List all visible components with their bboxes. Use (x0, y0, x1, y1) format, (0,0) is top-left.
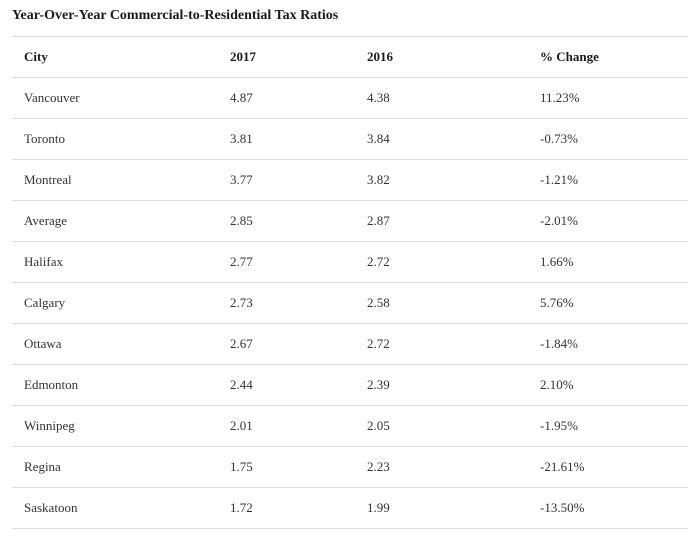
table-row: Montreal 3.77 3.82 -1.21% (12, 159, 688, 201)
cell-2016: 2.87 (355, 200, 528, 242)
cell-city: Average (12, 200, 218, 242)
header-city: City (12, 36, 218, 78)
cell-percent-change: -21.61% (528, 446, 688, 488)
cell-2017: 2.85 (218, 200, 355, 242)
header-2017: 2017 (218, 36, 355, 78)
cell-2017: 1.75 (218, 446, 355, 488)
header-2016: 2016 (355, 36, 528, 78)
cell-city: Saskatoon (12, 487, 218, 529)
cell-city: Toronto (12, 118, 218, 160)
cell-percent-change: 5.76% (528, 282, 688, 324)
cell-2017: 3.81 (218, 118, 355, 160)
table-row: Halifax 2.77 2.72 1.66% (12, 241, 688, 283)
table-row: Vancouver 4.87 4.38 11.23% (12, 77, 688, 119)
cell-percent-change: -13.50% (528, 487, 688, 529)
tax-ratio-table: City 2017 2016 % Change Vancouver 4.87 4… (12, 36, 688, 529)
cell-2016: 1.99 (355, 487, 528, 529)
header-percent-change: % Change (528, 36, 688, 78)
table-row: Winnipeg 2.01 2.05 -1.95% (12, 405, 688, 447)
cell-2016: 2.72 (355, 241, 528, 283)
table-row: Saskatoon 1.72 1.99 -13.50% (12, 487, 688, 529)
cell-percent-change: -1.84% (528, 323, 688, 365)
cell-city: Edmonton (12, 364, 218, 406)
table-row: Average 2.85 2.87 -2.01% (12, 200, 688, 242)
cell-percent-change: 2.10% (528, 364, 688, 406)
cell-2017: 3.77 (218, 159, 355, 201)
cell-2017: 2.67 (218, 323, 355, 365)
cell-percent-change: 11.23% (528, 77, 688, 119)
cell-percent-change: 1.66% (528, 241, 688, 283)
cell-2016: 3.84 (355, 118, 528, 160)
cell-2017: 2.44 (218, 364, 355, 406)
cell-2017: 2.77 (218, 241, 355, 283)
cell-2017: 2.01 (218, 405, 355, 447)
cell-2016: 4.38 (355, 77, 528, 119)
table-row: Calgary 2.73 2.58 5.76% (12, 282, 688, 324)
cell-city: Montreal (12, 159, 218, 201)
cell-city: Winnipeg (12, 405, 218, 447)
cell-2017: 4.87 (218, 77, 355, 119)
cell-2016: 2.05 (355, 405, 528, 447)
cell-city: Regina (12, 446, 218, 488)
table-row: Edmonton 2.44 2.39 2.10% (12, 364, 688, 406)
cell-city: Vancouver (12, 77, 218, 119)
cell-2016: 2.72 (355, 323, 528, 365)
cell-percent-change: -2.01% (528, 200, 688, 242)
cell-percent-change: -0.73% (528, 118, 688, 160)
table-row: Toronto 3.81 3.84 -0.73% (12, 118, 688, 160)
cell-city: Halifax (12, 241, 218, 283)
cell-percent-change: -1.21% (528, 159, 688, 201)
cell-city: Ottawa (12, 323, 218, 365)
cell-2016: 2.39 (355, 364, 528, 406)
table-row: Ottawa 2.67 2.72 -1.84% (12, 323, 688, 365)
cell-percent-change: -1.95% (528, 405, 688, 447)
table-header-row: City 2017 2016 % Change (12, 36, 688, 78)
cell-2017: 1.72 (218, 487, 355, 529)
cell-2017: 2.73 (218, 282, 355, 324)
cell-2016: 2.58 (355, 282, 528, 324)
table-row: Regina 1.75 2.23 -21.61% (12, 446, 688, 488)
cell-2016: 2.23 (355, 446, 528, 488)
cell-city: Calgary (12, 282, 218, 324)
table-title: Year-Over-Year Commercial-to-Residential… (12, 8, 339, 23)
cell-2016: 3.82 (355, 159, 528, 201)
